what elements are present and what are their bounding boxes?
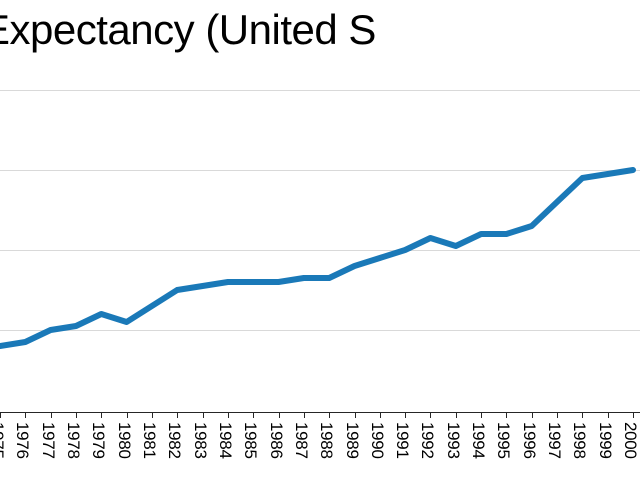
x-axis-tick-label: 1982 [165, 422, 185, 459]
x-axis-tick [633, 412, 634, 418]
x-axis-tick-label: 1999 [595, 422, 615, 459]
x-axis: 1975 1976 1977 1978 1979 1980 1981 1982 1983 1984… [0, 412, 640, 480]
x-axis-tick-label: 1993 [443, 422, 463, 459]
x-axis-tick-label: 1983 [190, 422, 210, 459]
x-axis-tick [227, 412, 229, 418]
x-axis-tick-label: 1990 [367, 422, 387, 459]
x-axis-tick [506, 412, 508, 418]
x-axis-tick-label: 2000 [621, 422, 640, 459]
x-axis-tick-label: 1988 [317, 422, 337, 459]
x-axis-tick [278, 412, 280, 418]
x-axis-tick [531, 412, 533, 418]
x-axis-tick-label: 1985 [241, 422, 261, 459]
x-axis-tick [329, 412, 331, 418]
x-axis-tick-label: 1996 [519, 422, 539, 459]
x-axis-tick [582, 412, 584, 418]
x-axis-tick [202, 412, 204, 418]
x-axis-tick-label: 1984 [215, 422, 235, 459]
plot-area [0, 90, 640, 412]
x-axis-tick-label: 1992 [418, 422, 438, 459]
x-axis-tick [481, 412, 483, 418]
x-axis-tick [430, 412, 432, 418]
x-axis-tick [405, 412, 407, 418]
x-axis-tick-label: 1986 [266, 422, 286, 459]
x-axis-tick [50, 412, 52, 418]
chart-title: ife Expectancy (United S [0, 6, 376, 53]
x-axis-tick [303, 412, 305, 418]
x-axis-tick-label: 1980 [114, 422, 134, 459]
x-axis-tick-label: 1998 [570, 422, 590, 459]
x-axis-tick [101, 412, 103, 418]
x-axis-tick [455, 412, 457, 418]
x-axis-tick-label: 1979 [89, 422, 109, 459]
x-axis-tick-label: 1978 [64, 422, 83, 459]
x-axis-tick [607, 412, 609, 418]
x-axis-tick [177, 412, 179, 418]
x-axis-tick [0, 412, 1, 418]
x-axis-tick-label: 1976 [13, 422, 33, 459]
x-axis-tick [126, 412, 128, 418]
x-axis-tick-label: 1989 [342, 422, 362, 459]
x-axis-tick [253, 412, 255, 418]
gridline-y-76 [0, 250, 640, 251]
x-axis-tick-label: 1987 [291, 422, 311, 459]
x-axis-tick-label: 1991 [393, 422, 413, 459]
x-axis-tick-label: 1977 [38, 422, 58, 459]
x-axis-tick-label: 1994 [469, 422, 489, 459]
x-axis-tick-label: 1981 [139, 422, 159, 459]
x-axis-line [0, 412, 640, 413]
x-axis-tick [354, 412, 356, 418]
x-axis-tick [151, 412, 153, 418]
gridline-y-75 [0, 330, 640, 331]
gridline-y-77 [0, 170, 640, 171]
x-axis-tick [25, 412, 27, 418]
x-axis-tick [379, 412, 381, 418]
gridline-y-78 [0, 90, 640, 91]
x-axis-tick-label: 1975 [0, 422, 7, 459]
x-axis-tick-label: 1997 [545, 422, 564, 459]
x-axis-tick-label: 1995 [494, 422, 514, 459]
x-axis-tick [557, 412, 558, 418]
x-axis-tick [76, 412, 77, 418]
